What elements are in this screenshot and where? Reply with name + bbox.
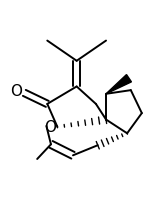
Text: O: O [10, 84, 22, 99]
Polygon shape [106, 75, 131, 94]
Text: O: O [44, 120, 56, 135]
